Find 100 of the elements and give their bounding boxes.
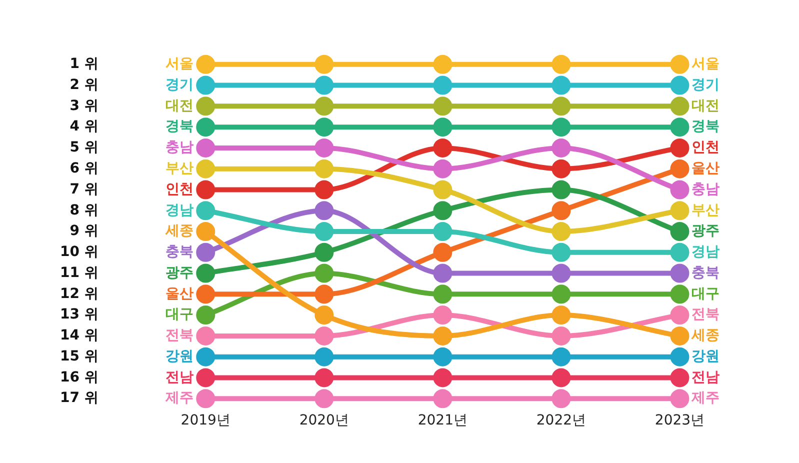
point (670, 138, 690, 158)
point (314, 118, 334, 137)
text: 강원 (692, 348, 720, 364)
point (552, 368, 571, 388)
text: 광주 (692, 223, 720, 240)
point (552, 118, 571, 137)
point (433, 284, 452, 304)
point (314, 54, 334, 74)
text: 울산 (692, 160, 720, 176)
point (552, 264, 571, 283)
series-label: 경기 (166, 76, 194, 93)
y-tick-label: 12 위 (60, 286, 98, 302)
point (314, 347, 334, 366)
point (433, 326, 452, 346)
point (552, 201, 571, 220)
y-tick-label: 11 위 (60, 264, 98, 281)
point (314, 96, 334, 116)
series-label: 충북 (692, 264, 720, 281)
point (433, 159, 452, 178)
point (433, 96, 452, 116)
series-label: 제주 (164, 390, 194, 406)
point (670, 368, 690, 388)
point (433, 180, 452, 200)
point (196, 389, 216, 408)
series-label: 강원 (166, 348, 194, 364)
x-tick-label: 2022년 (536, 412, 586, 429)
point (433, 118, 452, 137)
point (196, 180, 216, 200)
point (196, 76, 216, 95)
point (433, 201, 452, 220)
point (196, 54, 216, 74)
text: 경북 (692, 118, 720, 135)
point (433, 306, 452, 325)
point (552, 180, 571, 200)
x-tick-label: 2021년 (418, 412, 468, 429)
point (433, 222, 452, 241)
text: 부산 (692, 202, 720, 218)
series-label: 인천 (166, 181, 194, 198)
point (196, 138, 216, 158)
point (433, 347, 452, 366)
y-tick-label: 7 위 (70, 181, 98, 198)
point (670, 222, 690, 241)
series-label: 부산 (166, 160, 194, 176)
point (433, 138, 452, 158)
point (552, 138, 571, 158)
y-tick-label: 16 위 (60, 369, 98, 386)
text: 경남 (692, 244, 720, 260)
point (314, 242, 334, 262)
text: 세종 (692, 328, 720, 344)
series-label: 울산 (166, 286, 194, 302)
point (433, 368, 452, 388)
point (196, 201, 216, 220)
point (314, 180, 334, 200)
point (670, 180, 690, 200)
series-label: 대구 (166, 306, 194, 323)
point (670, 96, 690, 116)
point (670, 306, 690, 325)
y-tick-label: 8 위 (70, 202, 98, 218)
point (670, 242, 690, 262)
y-tick-label: 2 위 (70, 76, 98, 93)
point (552, 76, 571, 95)
point (552, 222, 571, 241)
point (196, 264, 216, 283)
point (433, 242, 452, 262)
point (433, 54, 452, 74)
point (670, 347, 690, 366)
y-tick-label: 10 위 (60, 244, 98, 260)
series-label: 광주 (166, 264, 194, 281)
point (196, 306, 216, 325)
point (552, 96, 571, 116)
point (314, 326, 334, 346)
point (314, 306, 334, 325)
text: 서울 (692, 56, 720, 72)
point (670, 389, 690, 408)
series-label: 충남 (166, 140, 194, 156)
point (196, 242, 216, 262)
y-tick-label: 14 위 (60, 328, 98, 344)
x-tick-label: 2020년 (299, 412, 349, 429)
point (314, 368, 334, 388)
point (433, 76, 452, 95)
y-tick-label: 9 위 (70, 223, 98, 240)
y-tick-label: 4 위 (70, 118, 98, 135)
point (552, 159, 571, 178)
point (314, 201, 334, 220)
y-tick-label: 1 위 (70, 56, 98, 72)
text: 인천 (692, 140, 720, 156)
point (552, 306, 571, 325)
text: 충남 (692, 181, 720, 198)
point (552, 326, 571, 346)
y-tick-label: 6 위 (70, 160, 98, 176)
point (196, 284, 216, 304)
point (314, 389, 334, 408)
point (670, 159, 690, 178)
point (552, 54, 571, 74)
y-tick-label: 15 위 (60, 348, 98, 364)
point (196, 118, 216, 137)
text: 대구 (692, 286, 720, 302)
point (552, 347, 571, 366)
series-label: 경남 (166, 202, 194, 218)
point (670, 118, 690, 137)
